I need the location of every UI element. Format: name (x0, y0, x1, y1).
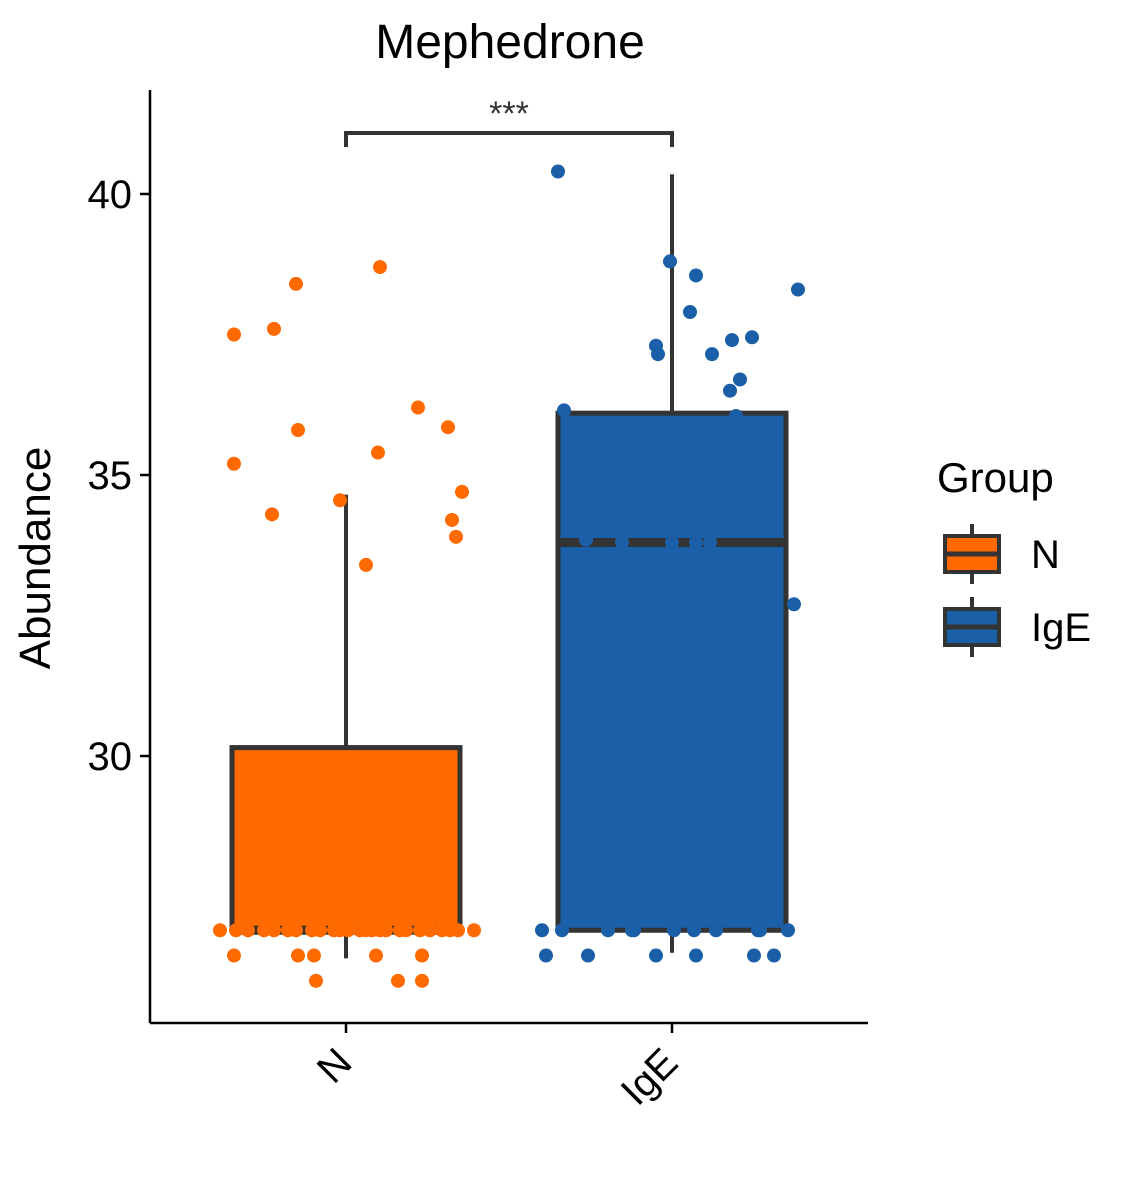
data-point-n (309, 973, 323, 988)
data-point-ige (705, 347, 719, 362)
data-point-ige (663, 254, 677, 269)
data-point-n (359, 557, 373, 572)
data-point-n (371, 445, 385, 460)
data-point-ige (747, 948, 761, 963)
data-point-ige (601, 923, 615, 938)
data-point-n (305, 923, 319, 938)
legend-label-n: N (1031, 533, 1060, 577)
y-tick-label: 40 (88, 173, 133, 217)
data-point-n (455, 484, 469, 499)
data-point-ige (687, 923, 701, 938)
legend-label-ige: IgE (1031, 606, 1091, 650)
data-point-n (267, 321, 281, 336)
data-point-n (227, 948, 241, 963)
box-n (229, 745, 463, 933)
data-point-ige (689, 268, 703, 283)
data-point-n (291, 423, 305, 438)
data-point-n (257, 923, 271, 938)
data-point-n (289, 276, 303, 291)
data-point-ige (581, 948, 595, 963)
chart-title: Mephedrone (375, 16, 645, 69)
data-point-ige (767, 948, 781, 963)
data-point-ige (557, 403, 571, 418)
data-point-n (229, 923, 243, 938)
data-point-n (267, 923, 281, 938)
legend-entries: N IgE (943, 524, 1091, 657)
significance-label: *** (489, 95, 529, 133)
data-point-ige (535, 923, 549, 938)
data-point-ige (791, 282, 805, 297)
legend: Group N IgE (937, 454, 1091, 657)
data-point-ige (787, 597, 801, 612)
data-point-ige (729, 408, 743, 423)
data-point-ige (703, 535, 717, 550)
data-point-ige (665, 535, 679, 550)
data-point-n (391, 973, 405, 988)
data-point-n (449, 529, 463, 544)
legend-title: Group (937, 454, 1054, 501)
y-tick-label: 30 (88, 735, 133, 779)
data-point-n (333, 923, 347, 938)
data-point-ige (625, 923, 639, 938)
data-point-n (213, 923, 227, 938)
data-point-ige (667, 923, 681, 938)
data-point-n (307, 948, 321, 963)
data-point-n (415, 973, 429, 988)
data-point-ige (651, 347, 665, 362)
data-point-ige (551, 164, 565, 179)
data-point-ige (683, 305, 697, 320)
data-point-n (265, 507, 279, 522)
data-point-ige (555, 923, 569, 938)
data-point-n (445, 512, 459, 527)
data-point-n (227, 456, 241, 471)
plot-area: 30 35 40 N IgE *** (88, 90, 868, 1114)
data-point-n (373, 260, 387, 275)
data-point-n (369, 948, 383, 963)
data-point-n (411, 400, 425, 415)
legend-entry-n: N (943, 524, 1060, 584)
data-point-ige (781, 923, 795, 938)
data-point-n (333, 493, 347, 508)
data-point-ige (723, 383, 737, 398)
significance-bracket (344, 131, 674, 147)
data-point-n (415, 948, 429, 963)
legend-entry-ige: IgE (943, 597, 1091, 657)
data-point-ige (579, 532, 593, 547)
y-tick-label: 35 (88, 454, 133, 498)
x-tick-label: IgE (613, 1040, 687, 1114)
data-point-ige (751, 923, 765, 938)
data-point-n (423, 923, 437, 938)
data-point-n (227, 327, 241, 342)
data-point-n (291, 948, 305, 963)
data-point-ige (615, 535, 629, 550)
data-point-ige (709, 923, 723, 938)
data-point-n (451, 923, 465, 938)
data-point-n (241, 923, 255, 938)
data-point-n (441, 420, 455, 435)
data-point-n (379, 923, 393, 938)
data-point-n (399, 923, 413, 938)
data-point-ige (745, 330, 759, 345)
data-point-ige (725, 333, 739, 348)
data-point-ige (649, 948, 663, 963)
data-point-ige (733, 372, 747, 387)
data-point-n (413, 923, 427, 938)
data-point-ige (689, 948, 703, 963)
data-point-ige (539, 948, 553, 963)
data-point-n (289, 923, 303, 938)
box-ige (555, 410, 789, 933)
data-point-ige (689, 535, 703, 550)
y-axis-label: Abundance (11, 447, 60, 670)
x-tick-label: N (309, 1040, 361, 1092)
data-point-n (467, 923, 481, 938)
